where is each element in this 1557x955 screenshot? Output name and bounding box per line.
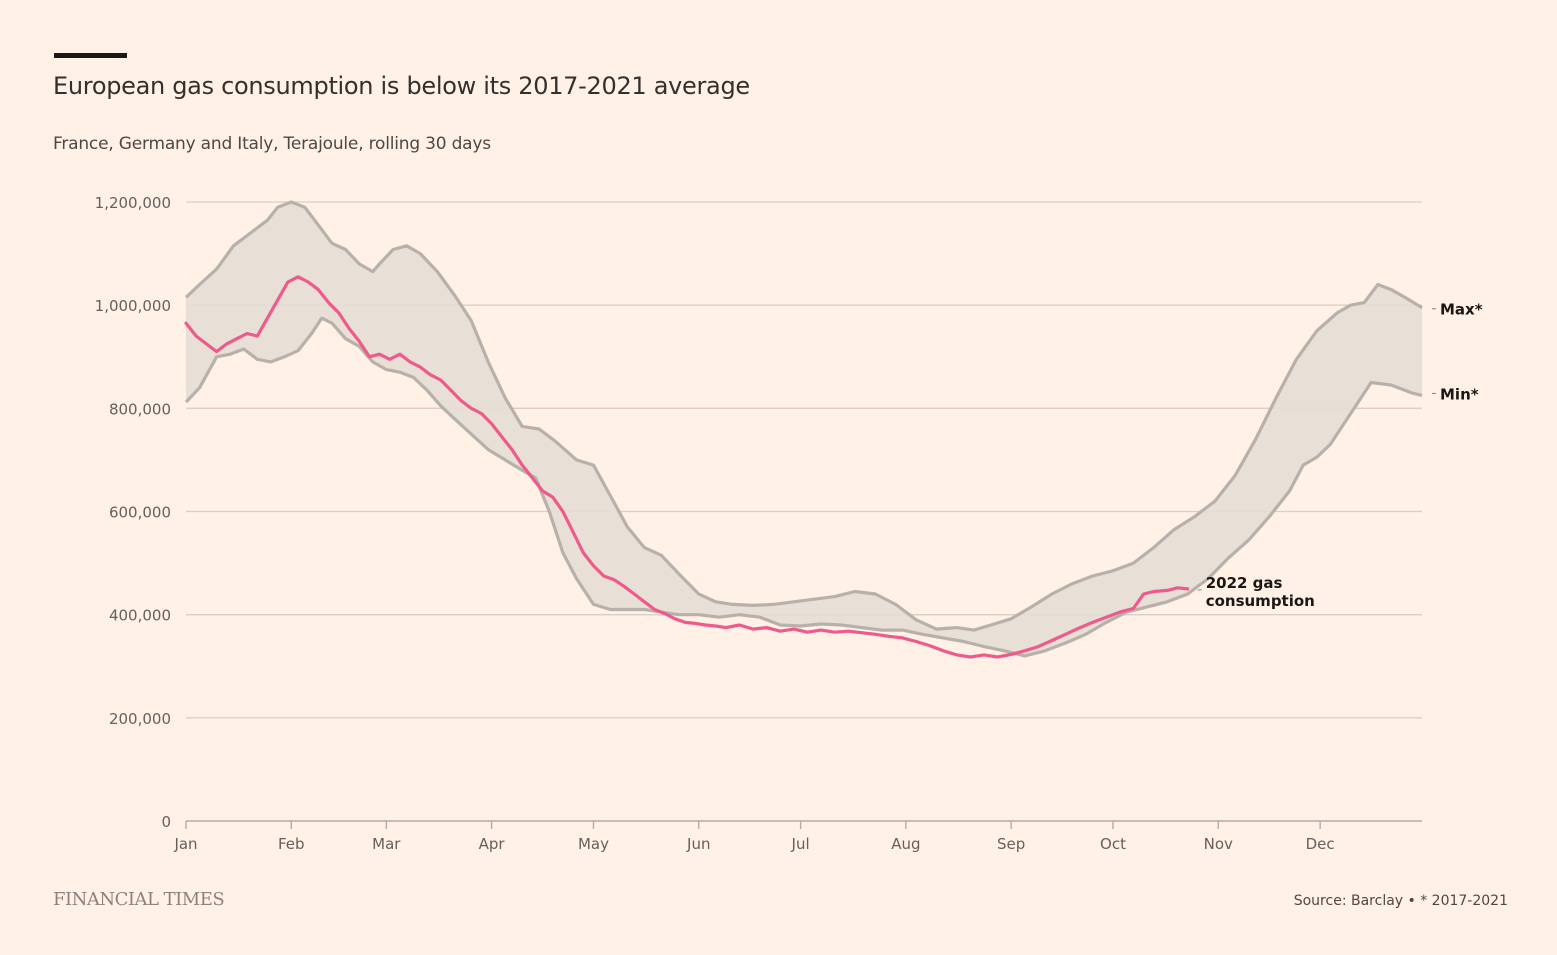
x-tick-label: Dec	[1306, 835, 1335, 853]
x-tick-label: Apr	[479, 835, 506, 853]
y-tick-label: 1,000,000	[95, 297, 171, 315]
x-tick-label: Feb	[278, 835, 305, 853]
y-tick-label: 0	[161, 813, 171, 831]
min-max-band	[184, 200, 1423, 658]
x-tick-label: Jan	[173, 835, 197, 853]
min-line	[184, 316, 1423, 658]
x-tick-label: Aug	[891, 835, 920, 853]
x-tick-label: Jun	[686, 835, 710, 853]
x-tick-label: May	[578, 835, 609, 853]
x-axis: Jan Feb Mar Apr May Jun Jul Aug Sep Oct Nov Dec	[173, 820, 1422, 853]
x-tick-label: Oct	[1100, 835, 1126, 853]
line-2022-gas-consumption	[184, 275, 1190, 659]
series-lines	[184, 275, 1190, 659]
label-min: Min*	[1440, 385, 1479, 403]
ft-accent-bar	[54, 53, 127, 58]
y-tick-label: 200,000	[109, 710, 171, 728]
x-tick-label: Jul	[791, 835, 810, 853]
chart-subtitle: France, Germany and Italy, Terajoule, ro…	[53, 134, 491, 154]
y-axis-labels: 0 200,000 400,000 600,000 800,000 1,000,000 1,…	[95, 194, 171, 831]
y-tick-label: 400,000	[109, 607, 171, 625]
band-fill	[186, 202, 1422, 656]
y-tick-label: 1,200,000	[95, 194, 171, 212]
label-2022-line1: 2022 gas	[1206, 574, 1283, 592]
ft-brand-logo: FINANCIAL TIMES	[53, 889, 225, 910]
x-tick-label: Sep	[997, 835, 1025, 853]
source-note: Source: Barclay • * 2017-2021	[1293, 893, 1508, 909]
max-line	[184, 200, 1423, 632]
y-tick-label: 600,000	[109, 504, 171, 522]
y-tick-label: 800,000	[109, 400, 171, 418]
label-2022-line2: consumption	[1206, 592, 1315, 610]
label-max: Max*	[1440, 301, 1483, 319]
chart-title: European gas consumption is below its 20…	[53, 72, 750, 100]
x-tick-label: Nov	[1204, 835, 1233, 853]
x-tick-label: Mar	[372, 835, 401, 853]
